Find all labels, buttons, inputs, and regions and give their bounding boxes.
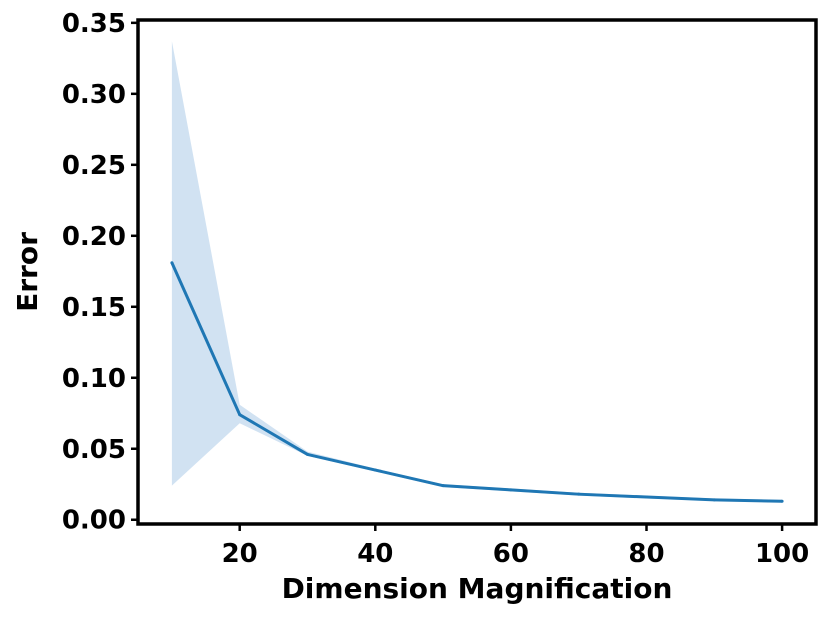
data-point [577, 492, 581, 496]
y-tick-label: 0.15 [62, 293, 126, 323]
x-axis-label: Dimension Magnification [282, 572, 673, 605]
y-tick-label: 0.05 [62, 435, 126, 465]
series-line [170, 262, 783, 503]
data-point [509, 488, 513, 492]
data-point [441, 484, 445, 488]
y-tick-label: 0.00 [62, 506, 126, 536]
y-axis-label: Error [11, 232, 44, 312]
data-point [306, 452, 309, 456]
x-tick-label: 100 [755, 539, 809, 569]
data-point [373, 468, 377, 472]
data-point [238, 413, 242, 417]
y-tick-label: 0.25 [62, 151, 126, 181]
y-tick-label: 0.35 [62, 9, 126, 39]
x-tick-label: 60 [493, 539, 529, 569]
axis-ticks: 20 40 60 80 100 0.00 0.05 0.10 0.15 0.20 0.25 0.30 0… [62, 9, 809, 569]
y-tick-label: 0.20 [62, 222, 126, 252]
y-tick-label: 0.10 [62, 364, 126, 394]
y-tick-label: 0.30 [62, 80, 126, 110]
data-point [780, 499, 784, 503]
plot-area [170, 41, 784, 503]
data-point [170, 261, 174, 265]
data-point [645, 495, 648, 499]
x-tick-label: 40 [357, 539, 393, 569]
x-tick-label: 80 [628, 539, 664, 569]
x-tick-label: 20 [222, 539, 258, 569]
data-point [712, 498, 716, 502]
confidence-band [171, 41, 783, 502]
axes-frame [136, 18, 818, 526]
